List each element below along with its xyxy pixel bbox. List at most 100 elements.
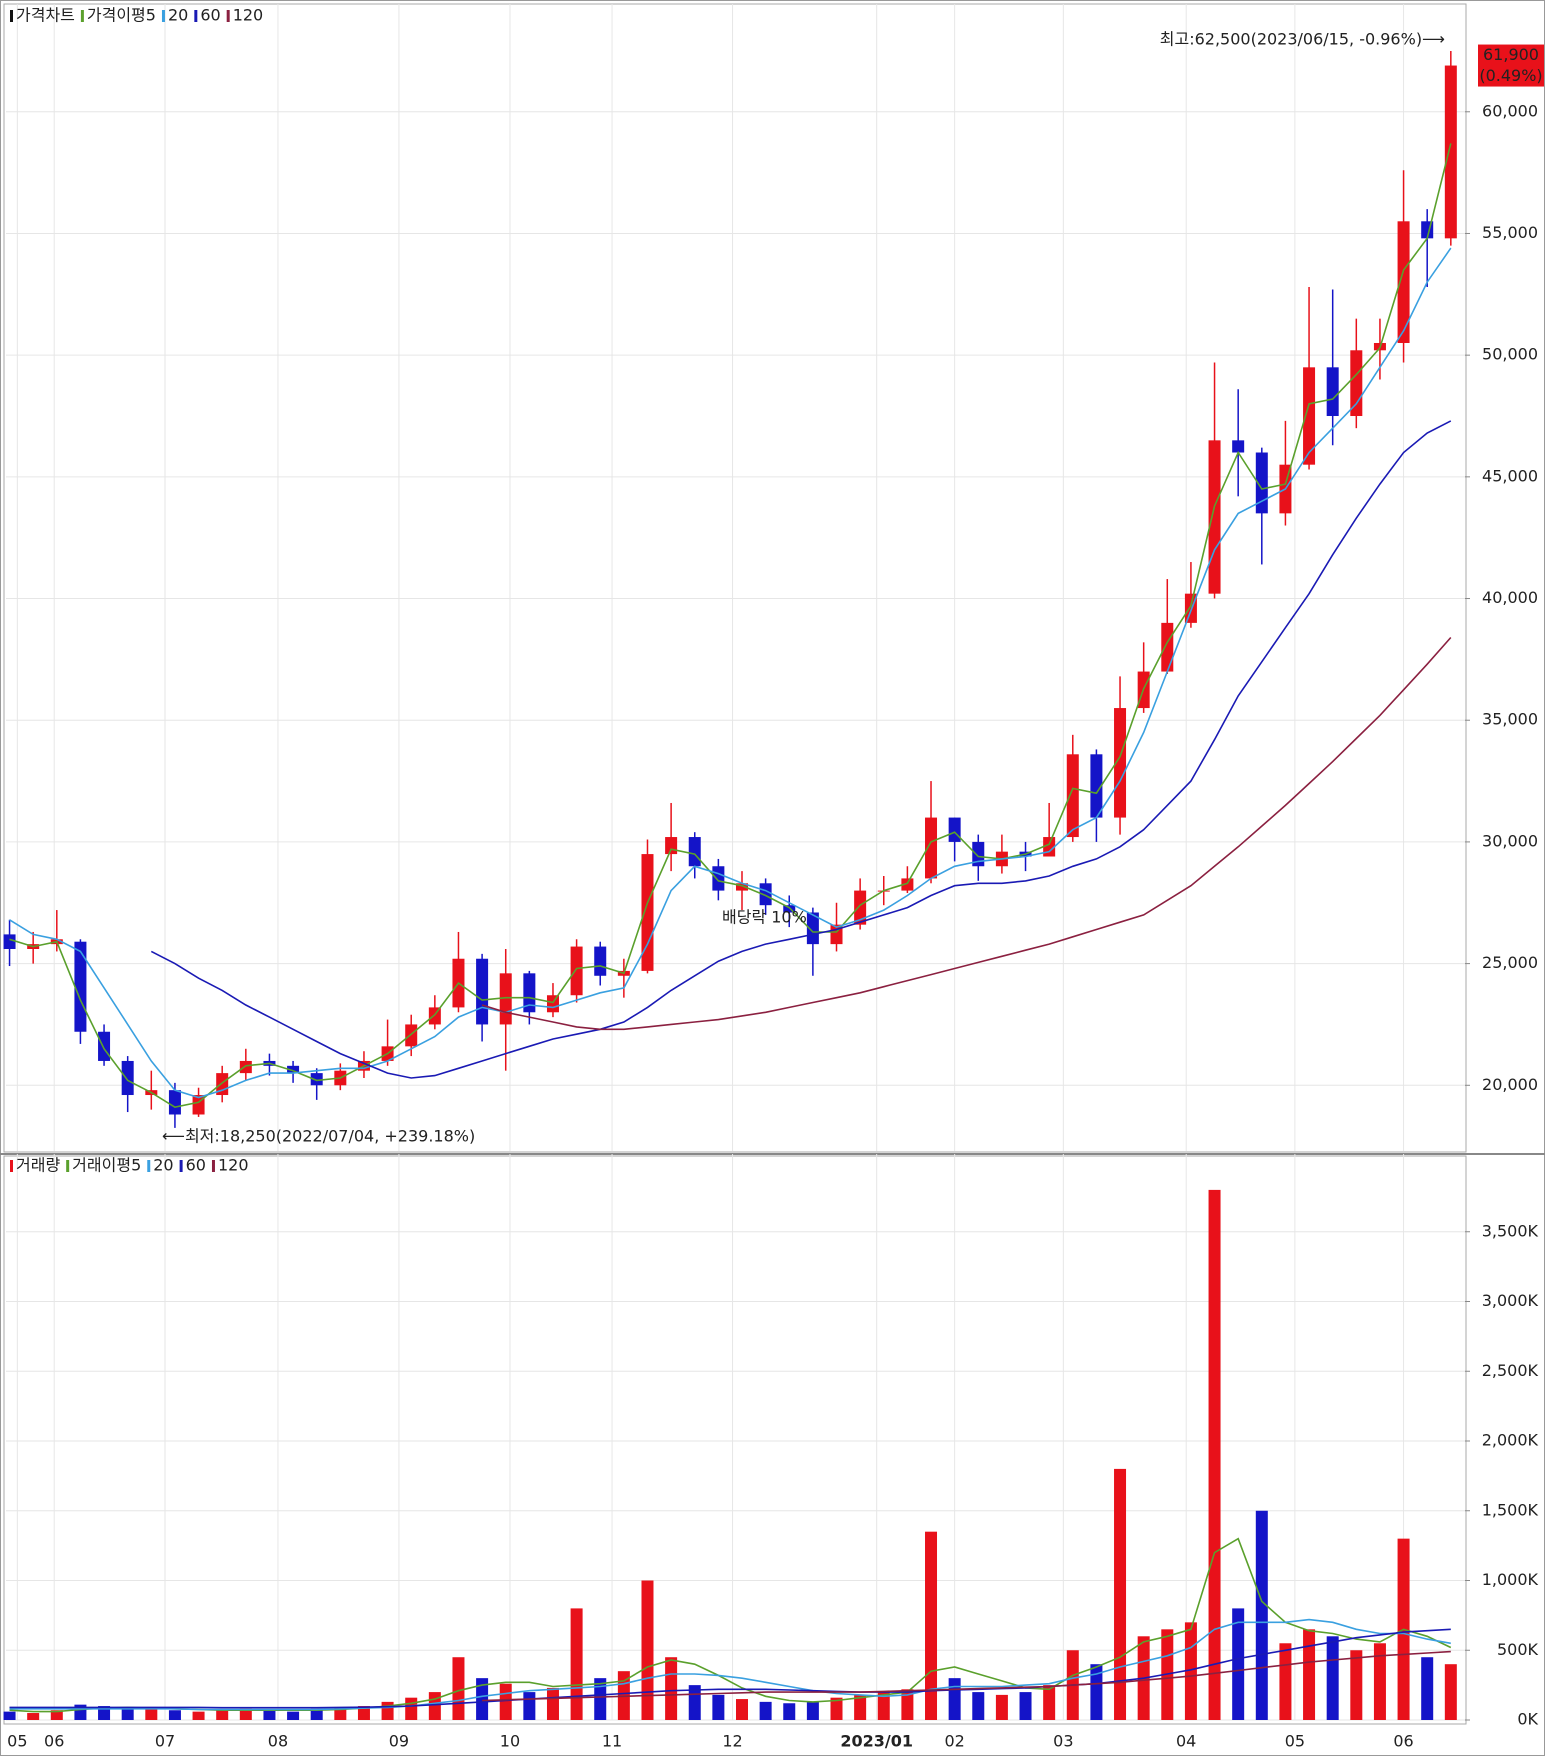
candle-body [948, 817, 961, 842]
volume-bar [735, 1699, 748, 1720]
volume-bar [1208, 1189, 1221, 1720]
y-tick-label: 3,500K [1482, 1221, 1539, 1240]
x-tick-label: 10 [500, 1732, 520, 1751]
volume-bar [381, 1701, 394, 1720]
y-tick-label: 1,500K [1482, 1500, 1539, 1519]
moving-average-line [150, 420, 1452, 1079]
candle-body [688, 837, 701, 867]
x-tick-label: 11 [602, 1732, 622, 1751]
legend-label: 5 [131, 1156, 141, 1175]
x-tick-label: 03 [1053, 1732, 1073, 1751]
candle-body [476, 958, 489, 1025]
volume-bar [310, 1708, 323, 1720]
candle-body [735, 883, 748, 891]
x-tick-label: 09 [389, 1732, 409, 1751]
volume-bar [476, 1678, 489, 1720]
volume-bar [1184, 1622, 1197, 1720]
volume-bar [1232, 1608, 1245, 1720]
candle-body [806, 912, 819, 945]
volume-bar [712, 1694, 725, 1720]
volume-bar [287, 1711, 300, 1720]
candle-body [972, 841, 985, 867]
legend-label: 120 [233, 6, 264, 25]
volume-bar [925, 1531, 938, 1720]
x-tick-label: 05 [7, 1732, 27, 1751]
moving-average-line [9, 1618, 1451, 1711]
volume-bar [452, 1657, 465, 1720]
legend-label: 거래이평 [72, 1156, 131, 1175]
y-tick-label: 30,000 [1482, 831, 1538, 850]
y-tick-label: 20,000 [1482, 1075, 1538, 1094]
y-tick-label: 2,000K [1482, 1431, 1539, 1450]
volume-bar [239, 1708, 252, 1720]
candle-body [1326, 367, 1339, 417]
volume-bar [830, 1697, 843, 1720]
moving-average-line [9, 143, 1452, 1109]
candle-body [712, 866, 725, 891]
candle-body [925, 817, 938, 879]
volume-bar [854, 1694, 867, 1720]
x-tick-label: 04 [1176, 1732, 1196, 1751]
legend-swatch [66, 1160, 70, 1172]
volume-bar [50, 1710, 63, 1720]
y-tick-label: 0K [1517, 1710, 1538, 1729]
x-tick-label: 06 [44, 1732, 64, 1751]
candle-body [1350, 350, 1363, 417]
volume-bar [499, 1683, 512, 1720]
legend-swatch [147, 1160, 151, 1172]
moving-average-line [9, 1628, 1451, 1709]
volume-bar [641, 1580, 654, 1720]
candle-body [1161, 622, 1174, 672]
volume-bar [783, 1703, 796, 1720]
volume-bar [1421, 1657, 1434, 1720]
volume-bar [594, 1678, 607, 1720]
candle-body [1114, 708, 1127, 818]
volume-bar [1279, 1643, 1292, 1720]
candle-body [854, 890, 867, 925]
candle-body [1303, 367, 1316, 465]
volume-bar [546, 1687, 559, 1720]
candle-body [901, 878, 914, 891]
volume-bar [334, 1707, 347, 1720]
candle-body [1090, 754, 1103, 818]
volume-bar [428, 1692, 441, 1720]
legend-swatch [80, 10, 84, 22]
y-tick-label: 1,000K [1482, 1570, 1539, 1589]
volume-bar [1444, 1664, 1457, 1720]
candle-body [1444, 65, 1457, 239]
volume-bar [1350, 1650, 1363, 1720]
candle-body [1397, 221, 1410, 343]
candle-body [1066, 754, 1079, 838]
legend-label: 20 [168, 6, 188, 25]
x-tick-label: 05 [1285, 1732, 1305, 1751]
candle-body [121, 1060, 134, 1096]
candle-body [405, 1024, 418, 1047]
candle-body [168, 1090, 181, 1115]
volume-bar [1019, 1692, 1032, 1720]
y-tick-label: 35,000 [1482, 710, 1538, 729]
legend-label: 60 [186, 1156, 206, 1175]
volume-bar [263, 1710, 276, 1720]
event-annotation: 배당락 10% [722, 908, 807, 927]
legend-swatch [161, 10, 165, 22]
candle-body [665, 837, 678, 855]
volume-bar [972, 1692, 985, 1720]
candle-body [287, 1065, 300, 1074]
legend-swatch [10, 10, 13, 22]
candle-body [1255, 452, 1268, 514]
legend-label: 5 [146, 6, 156, 25]
moving-average-line [9, 247, 1452, 1099]
y-tick-label: 3,000K [1482, 1291, 1539, 1310]
volume-bar [1043, 1685, 1056, 1720]
volume-bar [665, 1657, 678, 1720]
volume-bar [357, 1706, 370, 1720]
price-panel [3, 3, 1467, 1153]
last-price-box [1478, 44, 1544, 87]
volume-bar [948, 1678, 961, 1720]
volume-bar [192, 1711, 205, 1720]
candle-body [1208, 440, 1221, 594]
legend-label: 120 [218, 1156, 249, 1175]
low-annotation: ⟵최저:18,250(2022/07/04, +239.18%) [162, 1127, 475, 1146]
